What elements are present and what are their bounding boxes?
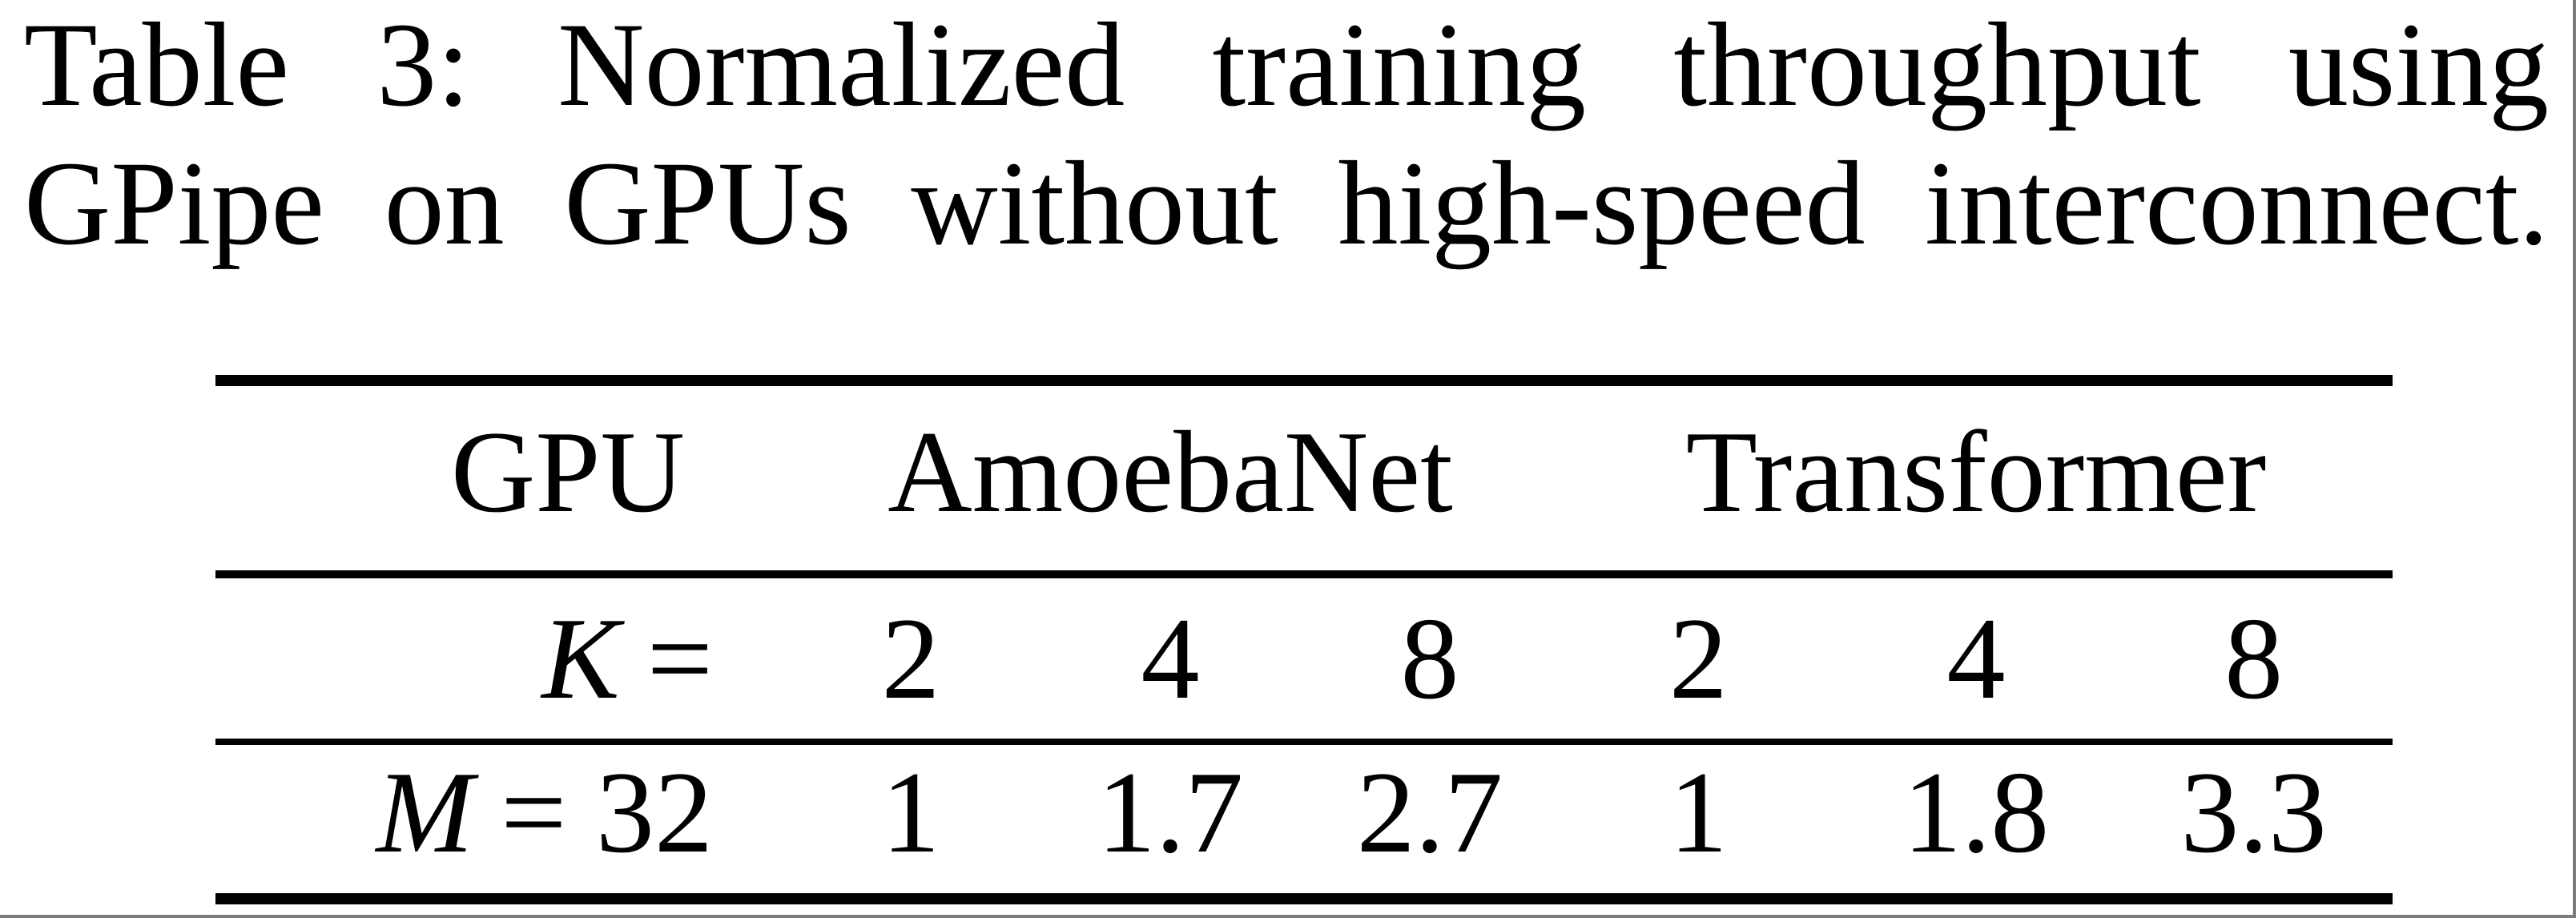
table-caption: Table 3: Normalized training throughput … xyxy=(0,0,2573,273)
caption-word: 3: xyxy=(376,0,470,131)
k-value: 4 xyxy=(1141,594,1200,723)
caption-line-2: GPipe on GPUs without high-speed interco… xyxy=(24,135,2549,273)
m-value: 1 xyxy=(881,747,940,877)
row-label-k: K = xyxy=(215,591,781,726)
header-transformer: Transformer xyxy=(1685,407,2267,537)
table-row-k: K = 2 4 8 2 4 8 xyxy=(215,578,2393,739)
k-value: 4 xyxy=(1946,594,2006,723)
caption-word: high-speed xyxy=(1338,137,1866,270)
math-var-m: M xyxy=(376,747,474,877)
caption-word: throughput xyxy=(1673,0,2201,131)
caption-word: interconnect. xyxy=(1925,137,2549,270)
caption-word: training xyxy=(1212,0,1587,131)
throughput-table: GPU AmoebaNet Transformer K = 2 4 8 2 4 8… xyxy=(215,375,2393,904)
table-inner-rule xyxy=(215,739,2393,745)
caption-word: Table xyxy=(24,0,289,131)
m-value: 1 xyxy=(1668,747,1728,877)
caption-word: using xyxy=(2288,0,2549,131)
table-row-m: M = 32 1 1.7 2.7 1 1.8 3.3 xyxy=(215,745,2393,893)
m-value: 2.7 xyxy=(1356,747,1503,877)
math-eq: = xyxy=(646,594,713,723)
m-value: 3.3 xyxy=(2180,747,2327,877)
caption-word: without xyxy=(911,137,1278,270)
header-amoebanet: AmoebaNet xyxy=(888,407,1453,537)
table-bottom-rule xyxy=(215,893,2393,904)
math-eq: = 32 xyxy=(501,747,713,877)
table-mid-rule xyxy=(215,570,2393,578)
k-value: 2 xyxy=(1668,594,1728,723)
m-value: 1.8 xyxy=(1902,747,2050,877)
k-value: 8 xyxy=(1400,594,1459,723)
caption-word: Normalized xyxy=(557,0,1125,131)
math-var-k: K xyxy=(541,594,620,723)
caption-word: GPUs xyxy=(564,137,851,270)
table-header-row: GPU AmoebaNet Transformer xyxy=(215,386,2393,570)
caption-word: on xyxy=(384,137,505,270)
caption-word: GPipe xyxy=(24,137,324,270)
caption-line-1: Table 3: Normalized training throughput … xyxy=(24,0,2549,135)
row-label-m: M = 32 xyxy=(215,745,781,915)
k-value: 8 xyxy=(2224,594,2284,723)
header-gpu: GPU xyxy=(450,407,685,537)
m-value: 1.7 xyxy=(1097,747,1244,877)
table-top-rule xyxy=(215,375,2393,386)
k-value: 2 xyxy=(881,594,940,723)
